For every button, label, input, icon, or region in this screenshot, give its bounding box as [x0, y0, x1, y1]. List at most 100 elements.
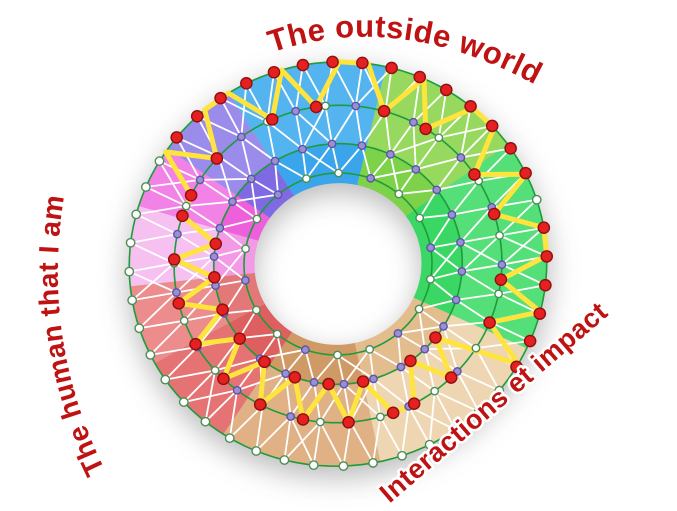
mesh-line: [354, 62, 364, 107]
mesh-line: [240, 136, 253, 180]
mesh-line: [266, 71, 275, 123]
mesh-line: [255, 415, 292, 452]
sector-red: [228, 303, 293, 367]
wheel-node: [321, 101, 330, 111]
mesh-line: [319, 421, 345, 467]
sector-purple: [235, 161, 295, 218]
path-node-red: [444, 371, 458, 384]
path-node-red: [217, 372, 230, 386]
mesh-line: [129, 241, 176, 265]
mesh-line: [475, 347, 501, 392]
path-node-red: [258, 355, 271, 369]
mesh-line: [129, 233, 179, 244]
mesh-line: [429, 241, 462, 249]
mesh-line: [397, 325, 445, 335]
mesh-line: [389, 121, 415, 156]
mesh-line: [429, 270, 463, 281]
wheel-node: [494, 385, 505, 396]
mesh-line: [128, 262, 176, 273]
wheel-node: [181, 201, 191, 211]
mesh-line: [182, 369, 217, 403]
mesh-line: [183, 284, 217, 322]
path-node-red: [209, 237, 223, 251]
wheel-node: [494, 289, 504, 299]
wheel-node: [172, 288, 181, 297]
wheel-node: [473, 406, 484, 417]
wheel-node: [531, 194, 542, 205]
mesh-layer: [128, 61, 548, 467]
sector-green: [405, 192, 464, 315]
mesh-line: [498, 226, 545, 237]
mesh-line: [455, 292, 500, 301]
path-node-red: [309, 100, 323, 114]
mesh-line: [337, 144, 363, 174]
mesh-line: [497, 284, 547, 295]
sector-blue: [228, 61, 387, 162]
wheel-node: [291, 106, 301, 116]
wheel-node: [368, 458, 378, 468]
wheel-node: [439, 321, 448, 331]
mesh-line: [407, 405, 431, 446]
mesh-line: [389, 136, 440, 156]
mesh-line: [429, 241, 462, 281]
mesh-line: [240, 82, 248, 138]
mesh-line: [429, 278, 458, 301]
mesh-line: [331, 142, 340, 174]
mesh-line: [231, 193, 279, 203]
wheel-node: [424, 439, 435, 450]
mesh-line: [301, 148, 308, 180]
mesh-line: [397, 188, 438, 195]
wheel-node: [210, 366, 220, 375]
mesh-line: [164, 369, 217, 381]
wheel-node: [209, 252, 219, 262]
wheel-node: [127, 295, 138, 306]
wheel-diagram: [124, 55, 554, 471]
mesh-line: [289, 381, 315, 418]
wheel-node: [286, 412, 296, 421]
wheel-node: [365, 344, 375, 354]
path-node-red: [184, 188, 198, 202]
wheel-node: [228, 197, 237, 207]
wheel-node: [451, 295, 461, 305]
wheel-node: [224, 433, 235, 444]
mesh-line: [131, 291, 178, 302]
wheel-node: [241, 244, 250, 254]
mesh-line: [135, 205, 188, 216]
wheel-node: [279, 455, 290, 465]
mesh-line: [266, 120, 304, 151]
mesh-line: [354, 105, 363, 147]
wheel-node: [251, 305, 261, 315]
wheel-node: [485, 119, 499, 133]
wheel-node: [240, 77, 253, 90]
wheel-node: [195, 175, 205, 185]
wheel-node: [125, 237, 136, 248]
wheel-node: [124, 266, 135, 277]
wheel-node: [393, 328, 403, 338]
nodes-layer: [124, 55, 554, 471]
wheel-node: [134, 323, 145, 334]
mesh-line: [456, 370, 480, 413]
wheel-node: [430, 386, 440, 396]
mesh-line: [397, 332, 426, 351]
path-node-red: [386, 406, 400, 420]
wheel-node: [190, 109, 204, 123]
mesh-line: [343, 348, 371, 386]
highlight-path: [163, 59, 550, 425]
wheel-node: [447, 210, 457, 220]
mesh-line: [342, 421, 352, 467]
label-human-that-i-am: The human that I am: [33, 193, 111, 481]
wheel-node: [434, 133, 444, 143]
sector-green-light: [357, 145, 440, 217]
sector-pink: [218, 195, 270, 241]
mesh-line: [456, 370, 501, 392]
wheel-node: [326, 55, 339, 69]
mesh-line: [228, 404, 264, 440]
mesh-line: [284, 348, 307, 375]
mesh-line: [218, 218, 258, 230]
mesh-line: [418, 188, 438, 219]
mesh-line: [397, 168, 417, 195]
wheel-node: [457, 266, 467, 276]
wheel-node: [232, 385, 242, 395]
wheel-node: [170, 131, 184, 144]
